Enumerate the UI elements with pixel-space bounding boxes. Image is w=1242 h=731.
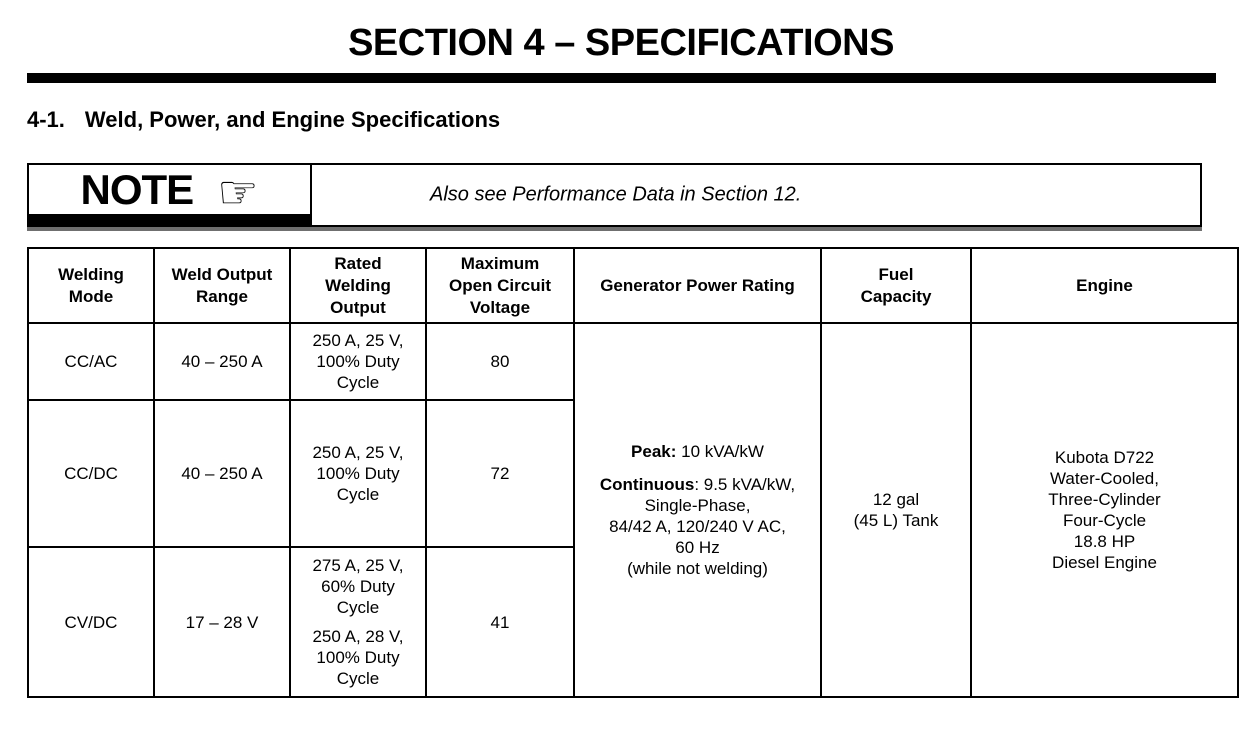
cell-rated-welding-output: 250 A, 25 V, 100% Duty Cycle <box>289 322 427 401</box>
generator-peak-line: Peak: 10 kVA/kW <box>578 441 817 462</box>
spec-table: Welding Mode Weld Output Range Rated Wel… <box>27 247 1239 698</box>
cell-rated-welding-output: 275 A, 25 V, 60% Duty Cycle 250 A, 28 V,… <box>289 546 427 698</box>
cell-welding-mode: CV/DC <box>27 546 155 698</box>
col-header-generator-power-rating: Generator Power Rating <box>573 247 822 324</box>
table-row-cv-dc: CV/DC 17 – 28 V 275 A, 25 V, 60% Duty Cy… <box>27 546 1238 698</box>
rated-output-stanza-1: 275 A, 25 V, 60% Duty Cycle <box>312 556 404 617</box>
col-header-engine: Engine <box>970 247 1239 324</box>
note-label: NOTE <box>80 165 195 213</box>
section-title: Weld, Power, and Engine Specifications <box>84 107 501 132</box>
cell-welding-mode: CC/DC <box>27 399 155 548</box>
page-title: SECTION 4 – SPECIFICATIONS <box>348 22 894 64</box>
table-row-cc-dc: CC/DC 40 – 250 A 250 A, 25 V, 100% Duty … <box>27 399 1238 548</box>
cell-engine: Kubota D722 Water-Cooled, Three-Cylinder… <box>970 322 1239 698</box>
cell-weld-output-range: 17 – 28 V <box>153 546 291 698</box>
col-header-rated-welding-output: Rated Welding Output <box>289 247 427 324</box>
header-row: Welding Mode Weld Output Range Rated Wel… <box>27 247 1239 324</box>
generator-peak-label: Peak: <box>631 442 677 461</box>
cell-max-open-circuit-voltage: 72 <box>425 399 575 548</box>
col-header-max-open-circuit-voltage: Maximum Open Circuit Voltage <box>425 247 575 324</box>
cell-max-open-circuit-voltage: 41 <box>425 546 575 698</box>
note-box: NOTE ☞ Also see Performance Data in Sect… <box>27 163 1202 227</box>
note-text: Also see Performance Data in Section 12. <box>430 183 802 206</box>
rated-output-stanza-2: 250 A, 28 V, 100% Duty Cycle <box>312 627 404 688</box>
cell-generator-power-rating: Peak: 10 kVA/kW Continuous: 9.5 kVA/kW, … <box>573 322 822 698</box>
cell-fuel-capacity: 12 gal (45 L) Tank <box>820 322 972 698</box>
note-divider <box>310 165 312 225</box>
title-rule <box>27 73 1216 83</box>
table-row-cc-ac: CC/AC 40 – 250 A 250 A, 25 V, 100% Duty … <box>27 322 1239 698</box>
generator-continuous-value: : 9.5 kVA/kW, Single-Phase, 84/42 A, 120… <box>609 475 796 578</box>
cell-welding-mode: CC/AC <box>27 322 155 401</box>
note-label-box: NOTE ☞ <box>29 165 310 216</box>
pointing-hand-icon: ☞ <box>217 164 259 219</box>
col-header-weld-output-range: Weld Output Range <box>153 247 291 324</box>
generator-continuous-block: Continuous: 9.5 kVA/kW, Single-Phase, 84… <box>578 474 817 579</box>
section-heading: 4-1. Weld, Power, and Engine Specificatio… <box>27 108 1242 132</box>
col-header-welding-mode: Welding Mode <box>27 247 155 324</box>
col-header-fuel-capacity: Fuel Capacity <box>820 247 972 324</box>
cell-weld-output-range: 40 – 250 A <box>153 399 291 548</box>
cell-max-open-circuit-voltage: 80 <box>425 322 575 401</box>
generator-continuous-label: Continuous <box>599 475 695 494</box>
section-number: 4-1. <box>27 107 65 132</box>
cell-weld-output-range: 40 – 250 A <box>153 322 291 401</box>
generator-peak-value: 10 kVA/kW <box>676 442 764 461</box>
cell-rated-welding-output: 250 A, 25 V, 100% Duty Cycle <box>289 399 427 548</box>
